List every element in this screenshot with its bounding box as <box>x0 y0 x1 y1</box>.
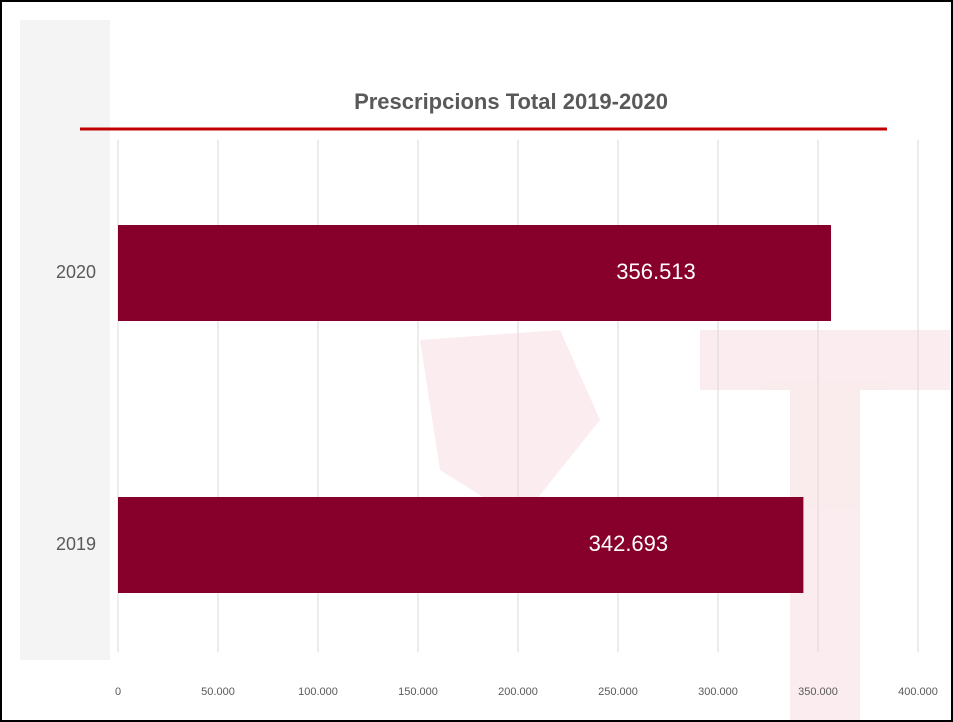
bar <box>118 497 804 593</box>
y-tick-label: 2020 <box>56 262 96 282</box>
x-tick-label: 200.000 <box>498 686 538 698</box>
bar <box>118 225 832 321</box>
x-tick-label: 100.000 <box>298 686 338 698</box>
x-tick-label: 350.000 <box>798 686 838 698</box>
x-tick-label: 0 <box>115 686 121 698</box>
x-tick-label: 50.000 <box>201 686 235 698</box>
watermark <box>20 20 950 720</box>
chart-title: Prescripcions Total 2019-2020 <box>354 89 668 114</box>
bar-value-label: 356.513 <box>616 259 696 284</box>
x-tick-label: 150.000 <box>398 686 438 698</box>
x-tick-label: 400.000 <box>898 686 938 698</box>
bar-value-label: 342.693 <box>589 531 669 556</box>
x-tick-label: 250.000 <box>598 686 638 698</box>
x-tick-label: 300.000 <box>698 686 738 698</box>
y-tick-label: 2019 <box>56 534 96 554</box>
